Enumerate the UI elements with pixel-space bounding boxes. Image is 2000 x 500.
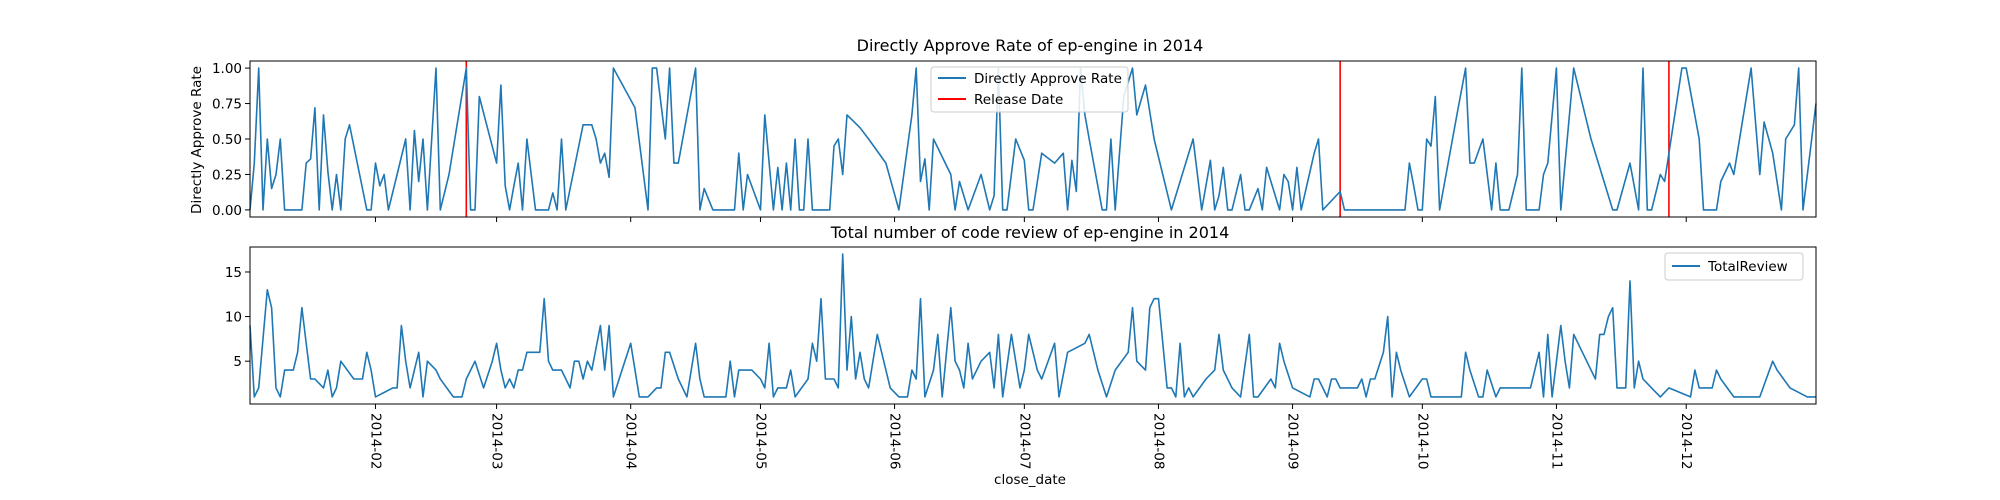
approve-rate-axes-frame (249, 60, 1817, 218)
xtick-label: 2014-06 (887, 413, 903, 469)
ytick-label: 1.00 (212, 61, 242, 77)
xtick-label: 2014-05 (752, 413, 768, 469)
total-review-xticks: 2014-02 2014-03 2014-04 2014-05 2014-06 2014-… (367, 404, 1694, 469)
legend-label-release-date: Release Date (974, 92, 1063, 108)
total-review-legend: TotalReview (1664, 252, 1804, 281)
legend-frame (930, 66, 1129, 113)
total-review-line (249, 253, 1816, 398)
ytick-label: 0.50 (212, 132, 242, 148)
xtick-label: 2014-07 (1016, 413, 1032, 469)
legend-label-approve-rate: Directly Approve Rate (974, 71, 1122, 87)
ytick-label: 15 (225, 265, 242, 281)
ytick-label: 0.25 (212, 167, 242, 183)
total-review-yticks: 5 10 15 (225, 265, 250, 370)
approve-rate-xticks (374, 217, 1687, 222)
approve-rate-yticks: 0.00 0.25 0.50 0.75 1.00 (212, 61, 250, 219)
ytick-label: 5 (233, 354, 242, 370)
xtick-label: 2014-02 (367, 413, 383, 469)
xtick-label: 2014-08 (1150, 413, 1166, 469)
ytick-label: 0.75 (212, 97, 242, 113)
approve-rate-ylabel: Directly Approve Rate (189, 66, 205, 214)
total-review-panel: Total number of code review of ep-engine… (225, 223, 1817, 488)
total-review-title: Total number of code review of ep-engine… (830, 223, 1230, 242)
xtick-label: 2014-11 (1548, 413, 1564, 469)
total-review-axes-frame (249, 246, 1817, 405)
legend-label-total-review: TotalReview (1707, 259, 1788, 275)
xtick-label: 2014-03 (489, 413, 505, 469)
xtick-label: 2014-09 (1285, 413, 1301, 469)
total-review-xlabel: close_date (994, 472, 1066, 488)
xtick-label: 2014-04 (623, 413, 639, 469)
xtick-label: 2014-12 (1678, 413, 1694, 469)
ytick-label: 10 (225, 310, 242, 326)
xtick-label: 2014-10 (1414, 413, 1430, 469)
ytick-label: 0.00 (212, 203, 242, 219)
legend-frame (1664, 252, 1804, 281)
approve-rate-legend: Directly Approve Rate Release Date (930, 66, 1129, 113)
approve-rate-panel: Directly Approve Rate of ep-engine in 20… (189, 36, 1817, 222)
approve-rate-title: Directly Approve Rate of ep-engine in 20… (857, 36, 1204, 55)
